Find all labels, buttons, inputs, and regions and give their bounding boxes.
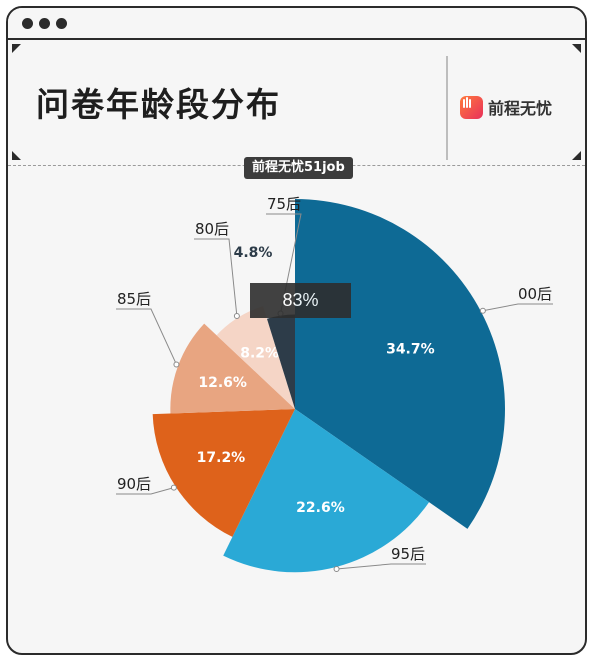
leader-line: [336, 563, 426, 570]
category-label: 90后: [117, 475, 151, 493]
leader-line: [482, 303, 553, 312]
page-title: 问卷年龄段分布: [36, 85, 281, 124]
leader-dot: [233, 313, 240, 320]
pie-slice-90[interactable]: [152, 409, 295, 537]
header-divider: [446, 56, 448, 160]
category-label: 75后: [267, 195, 301, 213]
category-label: 00后: [518, 285, 552, 303]
pie-slice-75[interactable]: [266, 314, 295, 409]
category-label: 95后: [391, 545, 425, 563]
window-dot-icon[interactable]: [39, 18, 50, 29]
slice-value-label: 17.2%: [197, 450, 246, 466]
brand-logo-text: 前程无忧: [488, 99, 553, 118]
corner-triangle-icon: [12, 151, 21, 160]
slice-value-label: 12.6%: [198, 375, 247, 391]
leader-line: [116, 487, 175, 495]
window-dot-icon[interactable]: [22, 18, 33, 29]
pie-slice-00[interactable]: [295, 199, 505, 529]
category-label: 80后: [195, 220, 229, 238]
leader-line: [116, 308, 177, 365]
leader-dot: [333, 565, 340, 572]
corner-triangle-icon: [572, 151, 581, 160]
slice-value-label: 22.6%: [296, 500, 345, 516]
category-label: 85后: [117, 290, 151, 308]
pie-slice-80[interactable]: [216, 306, 295, 409]
source-badge: 前程无忧51job: [244, 157, 353, 179]
corner-triangle-icon: [12, 44, 21, 53]
pie-chart-svg: 34.7% 00后 22.6% 95后 17.2% 90后 12.6% 85后 8.2% 80后 4…: [116, 195, 553, 573]
window-dot-icon[interactable]: [56, 18, 67, 29]
pie-slice-85[interactable]: [170, 323, 295, 414]
window-titlebar: [8, 8, 585, 40]
window-frame: 问卷年龄段分布 前程无忧 前程无忧51job 34.7% 00后 22.6% 95后 1…: [6, 6, 587, 655]
leader-dot: [479, 307, 486, 314]
progress-overlay: 83%: [250, 283, 351, 318]
leader-line: [266, 213, 302, 314]
header: 问卷年龄段分布 前程无忧: [8, 40, 585, 164]
slice-value-label: 34.7%: [386, 342, 435, 358]
pie-chart: 34.7% 00后 22.6% 95后 17.2% 90后 12.6% 85后 8.2% 80后 4…: [8, 178, 585, 653]
slice-value-label: 4.8%: [234, 245, 273, 261]
pie-slice-95[interactable]: [223, 409, 430, 573]
slice-value-label: 8.2%: [240, 345, 279, 361]
brand-logo: 前程无忧: [460, 95, 552, 119]
corner-triangle-icon: [572, 44, 581, 53]
hand-logo-icon: [460, 95, 483, 119]
leader-line: [194, 238, 238, 317]
leader-dot: [173, 361, 180, 368]
leader-dot: [170, 484, 177, 491]
